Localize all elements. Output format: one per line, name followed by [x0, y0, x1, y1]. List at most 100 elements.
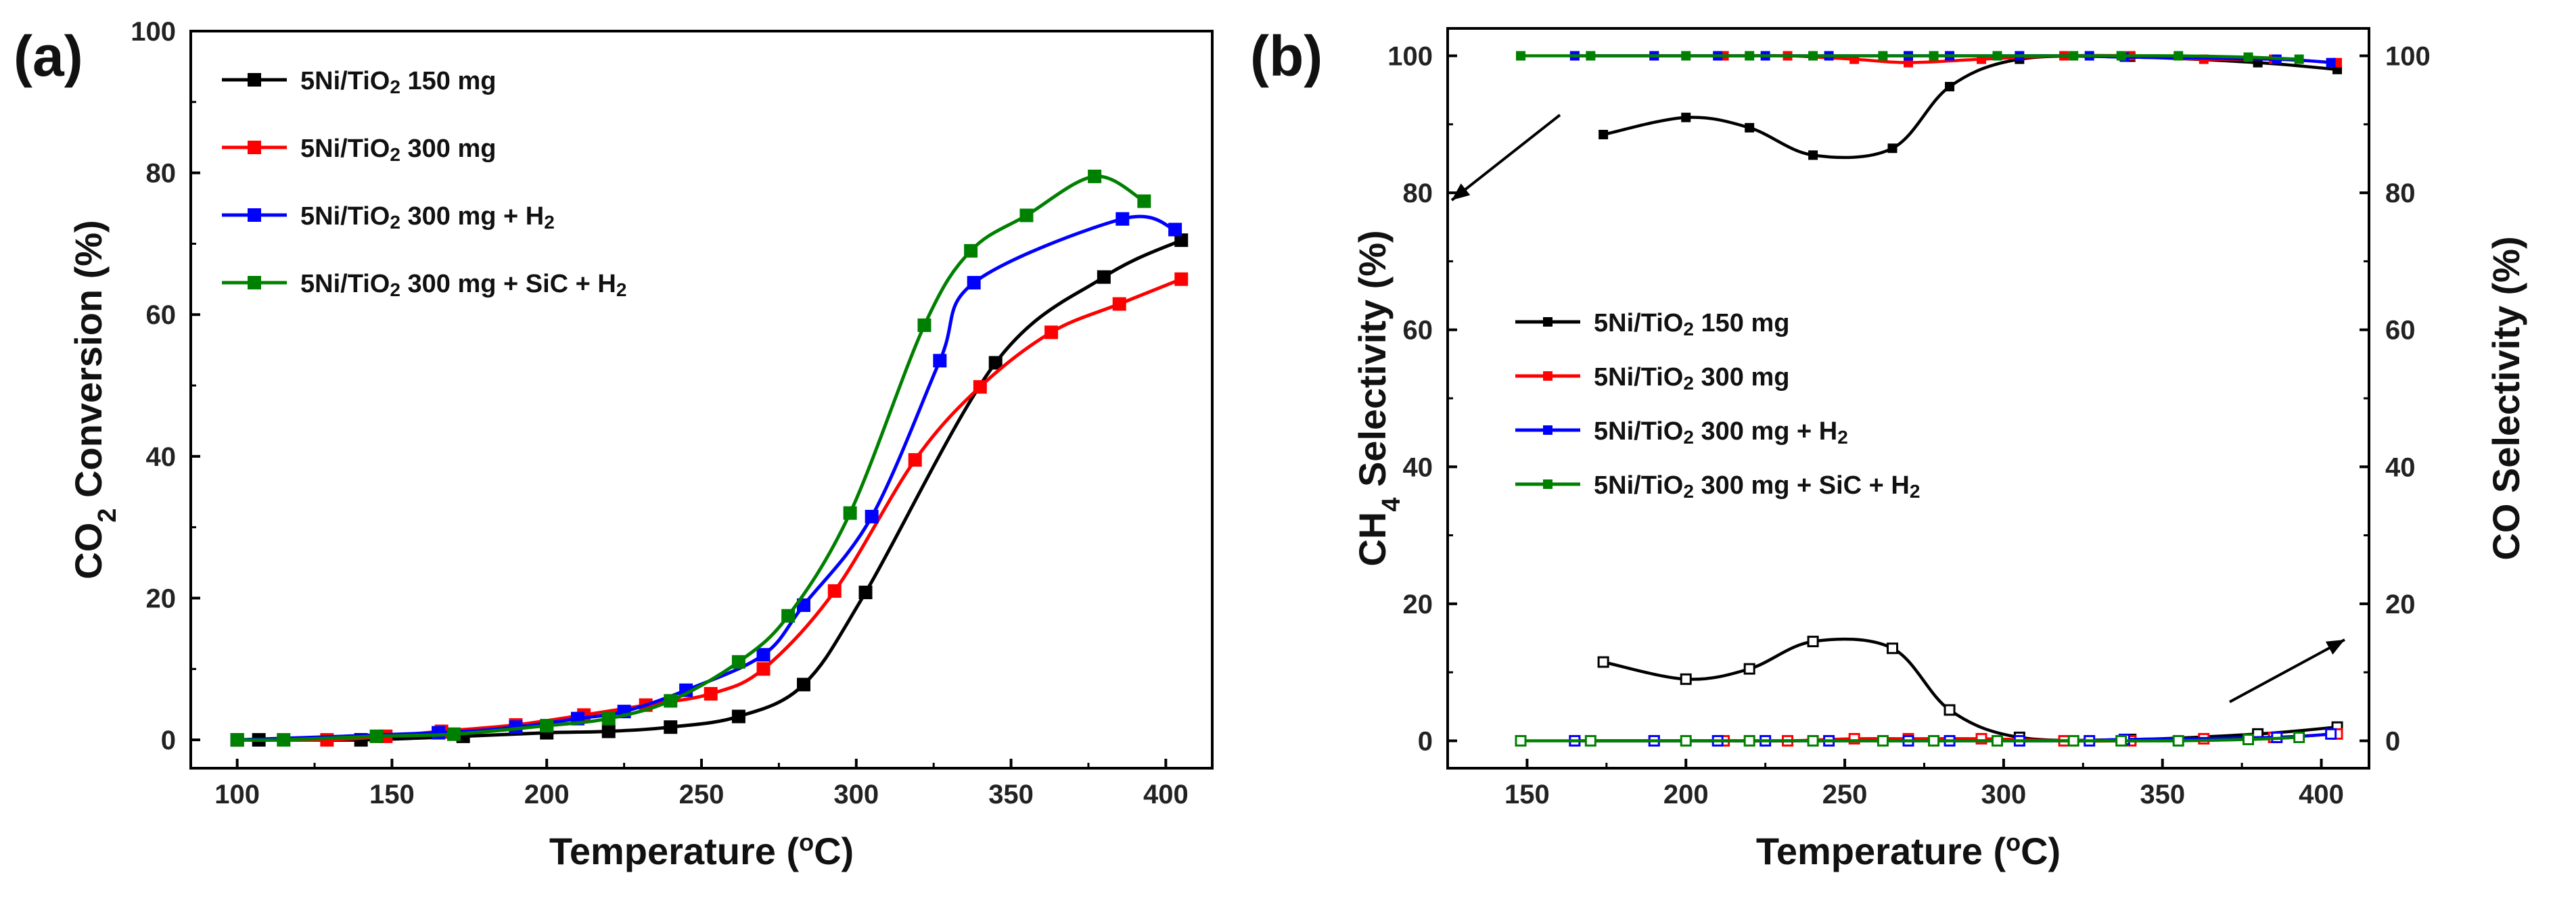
conv-point — [964, 243, 978, 258]
y-tick-label: 0 — [161, 726, 176, 755]
ch4-point — [2326, 57, 2336, 68]
co-point — [1597, 656, 1609, 668]
legend-marker — [1543, 317, 1552, 327]
y-tick-label: 80 — [146, 159, 177, 189]
conv-point — [865, 509, 879, 523]
conv-point — [446, 727, 461, 741]
y-tick-label: 20 — [1403, 590, 1433, 619]
ch4-point — [1878, 51, 1888, 61]
ch4-axis-arrow — [1450, 114, 1561, 202]
legend-label: 5Ni/TiO2 300 mg + SiC + H2 — [1594, 471, 1920, 502]
x-tick-label: 400 — [2299, 780, 2344, 809]
ch4-point — [1586, 51, 1596, 61]
co-point — [2242, 733, 2255, 745]
y-axis-title: CH4 Selectivity (%) — [1351, 230, 1406, 566]
series-1 — [230, 272, 1189, 747]
co-point — [1743, 734, 1755, 747]
conv-point — [1088, 169, 1102, 183]
y2-tick-label: 60 — [2385, 316, 2416, 346]
co-point — [2325, 728, 2337, 740]
conv-point — [756, 648, 770, 662]
conv-point — [756, 662, 770, 676]
conv-point — [933, 354, 947, 368]
x-tick-label: 250 — [679, 780, 724, 809]
conv-point — [432, 726, 446, 740]
co-point — [1992, 734, 2004, 747]
ch4-point — [1745, 51, 1755, 61]
conv-point — [797, 678, 810, 692]
legend-marker — [248, 276, 261, 289]
x-axis-title: Temperature (oC) — [549, 828, 854, 873]
y-tick-label: 100 — [131, 17, 176, 47]
legend-marker — [1543, 371, 1552, 381]
y2-tick-label: 40 — [2385, 452, 2416, 482]
y-tick-label: 0 — [1418, 726, 1433, 756]
y2-tick-label: 20 — [2385, 590, 2416, 619]
x-tick-label: 250 — [1822, 780, 1868, 809]
conv-point — [917, 318, 932, 332]
x-tick-label: 150 — [1504, 780, 1550, 809]
y2-tick-label: 80 — [2385, 179, 2416, 208]
panel-label: (b) — [1250, 24, 1322, 88]
x-tick-label: 200 — [1663, 780, 1709, 809]
co-point — [1807, 734, 1819, 747]
legend-label: 5Ni/TiO2 300 mg + H2 — [1594, 417, 1848, 448]
legend-label: 5Ni/TiO2 300 mg + H2 — [300, 202, 555, 233]
ch4-line — [1603, 54, 2338, 160]
panel-label: (a) — [14, 24, 83, 88]
ch4-point — [2294, 54, 2304, 64]
x-tick-label: 350 — [988, 780, 1034, 809]
legend-marker — [1543, 425, 1552, 435]
co-point — [1680, 734, 1692, 747]
ch4-point — [1516, 51, 1526, 61]
co-point — [2067, 734, 2079, 747]
conv-point — [540, 719, 554, 733]
ch4-point — [1745, 122, 1755, 133]
conv-point — [967, 276, 981, 290]
legend-label: 5Ni/TiO2 150 mg — [1594, 309, 1789, 339]
conv-point — [908, 453, 922, 467]
ch4-point — [1598, 130, 1609, 140]
conv-point — [277, 733, 291, 747]
conv-point — [1116, 212, 1130, 226]
conv-point — [781, 609, 796, 623]
x-tick-label: 350 — [2140, 780, 2185, 809]
legend-marker — [248, 73, 261, 87]
conv-point — [731, 655, 745, 669]
series-2 — [1569, 51, 2337, 747]
ch4-point — [1887, 143, 1898, 154]
ch4-point — [1681, 112, 1691, 122]
legend-label: 5Ni/TiO2 300 mg — [300, 135, 496, 165]
co-point — [1887, 642, 1899, 655]
legend-marker — [248, 208, 261, 222]
x-tick-label: 150 — [369, 780, 415, 809]
conv-line — [237, 174, 1145, 742]
y-tick-label: 100 — [1387, 42, 1433, 72]
series-3 — [1515, 51, 2305, 747]
co-line — [1603, 637, 2338, 743]
x-tick-label: 100 — [214, 780, 260, 809]
ch4-point — [2243, 52, 2253, 62]
y-tick-label: 40 — [1403, 452, 1433, 482]
y-tick-label: 80 — [1403, 179, 1433, 208]
conv-point — [1019, 208, 1034, 222]
legend-label: 5Ni/TiO2 300 mg — [1594, 363, 1789, 394]
conv-line — [237, 277, 1182, 742]
conv-point — [731, 709, 745, 724]
y-tick-label: 40 — [146, 442, 177, 472]
series-0 — [1597, 52, 2343, 745]
conv-line — [237, 238, 1182, 742]
conv-point — [827, 584, 842, 598]
ch4-point — [2116, 51, 2126, 61]
conv-point — [1174, 233, 1189, 248]
co-point — [1743, 663, 1755, 675]
conv-point — [601, 711, 616, 726]
ch4-point — [1808, 51, 1818, 61]
series-1 — [1569, 51, 2343, 747]
conv-point — [1174, 272, 1189, 286]
conv-point — [704, 686, 718, 701]
legend-marker — [1543, 479, 1552, 489]
plot-frame — [1446, 27, 2370, 770]
co-point — [1680, 673, 1692, 685]
conv-point — [843, 506, 857, 520]
